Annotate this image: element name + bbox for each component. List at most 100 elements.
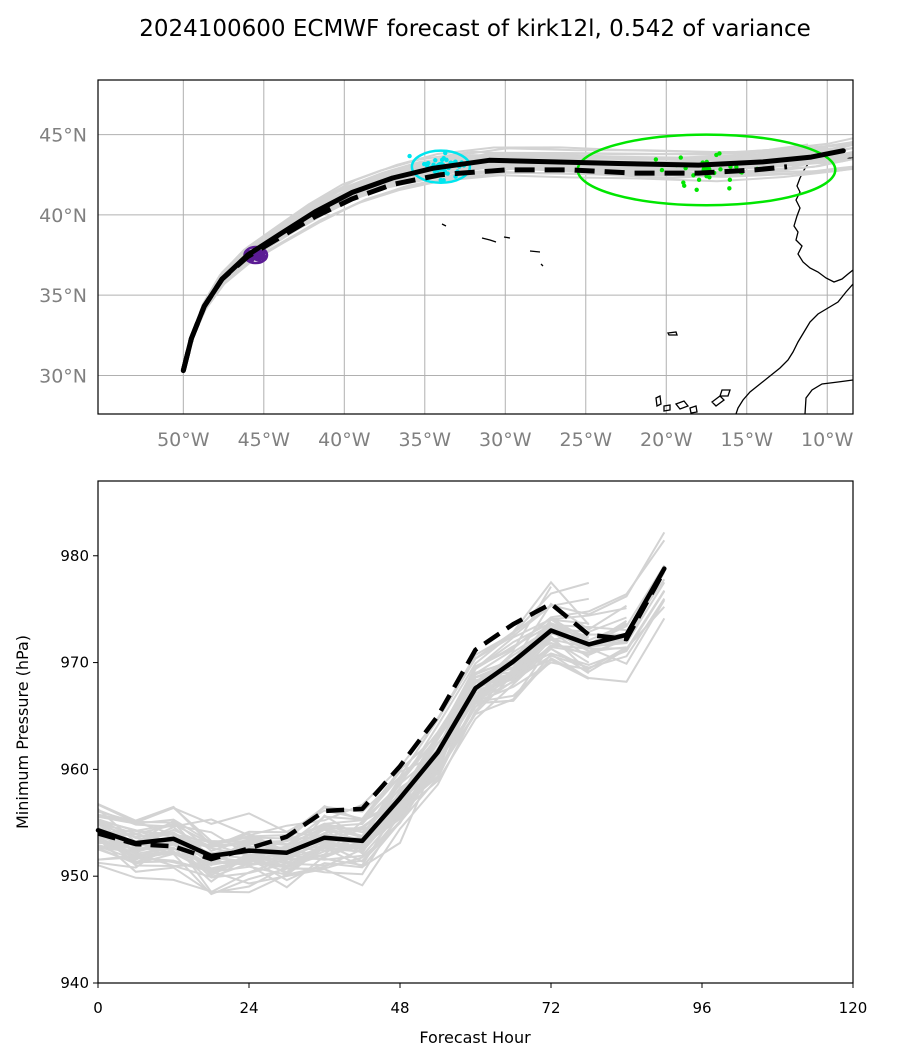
map-x-tick-label: 35°W [399, 429, 452, 451]
cluster-ellipse [410, 149, 472, 185]
cluster-point [653, 157, 659, 162]
ensemble-track-line [182, 153, 845, 371]
map-y-tick-label: 40°N [39, 205, 87, 227]
track-map: 50°W 45°W 40°W 35°W 30°W 25°W 20°W 15°W 10°W 30°… [39, 79, 854, 451]
ensemble-pressure-line [98, 597, 589, 845]
ensemble-track-line [182, 153, 853, 371]
ensemble-track-line [182, 158, 853, 371]
pressure-x-tick-label: 24 [239, 999, 258, 1017]
cluster-point [426, 160, 431, 166]
pressure-y-tick-label: 970 [60, 654, 89, 672]
cluster-point [714, 152, 719, 158]
cluster-point [734, 164, 739, 170]
map-x-tick-label: 25°W [560, 429, 613, 451]
madeira-island [667, 331, 678, 336]
canary-islands [655, 389, 731, 414]
cluster-point [718, 167, 723, 172]
cluster-point [441, 178, 446, 183]
ensemble-track-line [182, 154, 853, 371]
ensemble-track-line [182, 150, 801, 371]
pressure-cluster-line [97, 569, 667, 862]
ensemble-track-line [182, 152, 849, 371]
map-x-tick-label: 40°W [318, 429, 371, 451]
ensemble-track-line [182, 142, 853, 371]
cluster-point [439, 157, 445, 162]
ensemble-pressure-line [98, 661, 589, 874]
pressure-y-tick-label: 960 [60, 760, 89, 778]
ensemble-track-line [182, 156, 819, 371]
ensemble-track-line [182, 144, 809, 371]
ensemble-track-line [182, 149, 795, 371]
ensemble-track-line [182, 143, 809, 371]
cluster-point [659, 167, 665, 173]
map-y-ticks: 30°N 35°N 40°N 45°N [39, 125, 87, 388]
cluster-point [678, 155, 683, 160]
pressure-plot: 0 24 48 72 96 120 940 950 960 970 980 Forecast Ho… [13, 480, 867, 1047]
map-y-tick-label: 35°N [39, 285, 87, 307]
ensemble-track-line [182, 157, 811, 371]
map-x-tick-label: 45°W [238, 429, 291, 451]
pressure-x-tick-label: 48 [390, 999, 409, 1017]
cluster-mean-track [180, 164, 788, 372]
cluster-point [727, 186, 732, 191]
ensemble-track-line [182, 157, 848, 371]
map-frame [97, 79, 854, 415]
ensemble-tracks [182, 137, 853, 371]
map-y-tick-label: 30°N [39, 365, 87, 387]
map-y-tick-label: 45°N [39, 125, 87, 147]
pressure-frame [97, 480, 854, 984]
ensemble-track-line [182, 159, 824, 371]
ensemble-track-line [182, 151, 853, 371]
pressure-y-ticks: 940 950 960 970 980 [60, 547, 98, 992]
ensemble-track-line [182, 158, 846, 371]
ensemble-track-line [182, 158, 853, 371]
cluster-point [682, 183, 687, 188]
ensemble-pressure-line [98, 638, 590, 887]
pressure-x-label: Forecast Hour [419, 1028, 531, 1047]
figure-title: 2024100600 ECMWF forecast of kirk12l, 0.… [139, 16, 811, 42]
ensemble-track-line [182, 161, 812, 371]
pressure-y-tick-label: 940 [60, 974, 89, 992]
ensemble-track-line [182, 165, 853, 371]
iberia-coastline [793, 157, 853, 283]
cluster-point [407, 153, 412, 159]
western-sahara-coastline [804, 379, 853, 414]
ensemble-track-line [182, 156, 843, 371]
ensemble-track-line [182, 152, 853, 371]
map-x-tick-label: 50°W [157, 429, 210, 451]
coastlines [441, 157, 853, 414]
pressure-x-tick-label: 0 [93, 999, 103, 1017]
ensemble-mean-track [180, 148, 846, 374]
cluster-point [694, 187, 699, 193]
pressure-x-tick-label: 96 [692, 999, 711, 1017]
cluster-point [433, 157, 438, 163]
pressure-y-label: Minimum Pressure (hPa) [13, 635, 32, 829]
pressure-x-tick-label: 120 [839, 999, 868, 1017]
map-x-tick-label: 30°W [479, 429, 532, 451]
ensemble-track-line [182, 167, 853, 371]
morocco-coastline [735, 283, 853, 414]
ensemble-pressure-line [98, 580, 590, 837]
map-gridlines [98, 80, 853, 414]
pressure-y-tick-label: 980 [60, 547, 89, 565]
pressure-x-ticks: 0 24 48 72 96 120 [93, 983, 867, 1017]
ensemble-track-line [182, 153, 853, 371]
cluster-point [691, 173, 696, 178]
cluster-point [727, 177, 733, 183]
cluster-point [422, 161, 427, 167]
ensemble-pressure-line [98, 531, 666, 844]
cluster-point [696, 177, 702, 183]
pressure-mean-line [95, 566, 667, 859]
ensemble-track-line [182, 153, 818, 371]
azores-islands [441, 223, 544, 267]
map-x-tick-label: 20°W [640, 429, 693, 451]
ensemble-track-line [182, 148, 809, 371]
ensemble-track-line [182, 163, 853, 371]
map-x-ticks: 50°W 45°W 40°W 35°W 30°W 25°W 20°W 15°W 10°W [157, 429, 854, 451]
ensemble-track-line [182, 152, 807, 371]
pressure-x-tick-label: 72 [541, 999, 560, 1017]
ensemble-track-line [182, 152, 844, 371]
map-x-tick-label: 15°W [721, 429, 774, 451]
map-x-tick-label: 10°W [801, 429, 854, 451]
